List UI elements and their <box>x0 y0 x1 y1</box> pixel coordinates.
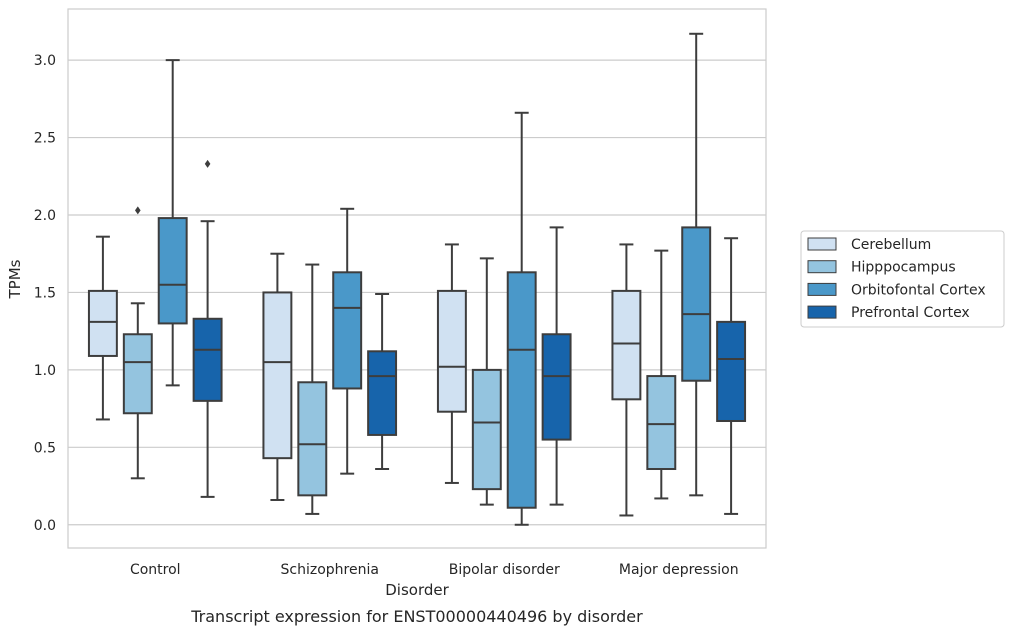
box-body <box>471 368 502 491</box>
box-body <box>716 320 747 422</box>
box-2-2 <box>506 111 537 526</box>
box-0-3 <box>611 243 642 517</box>
box-0-2 <box>436 243 467 484</box>
box-3-1 <box>367 292 398 471</box>
box-3-2 <box>541 226 572 506</box>
legend-label-1: Hipppocampus <box>851 260 956 276</box>
box-body <box>297 381 328 497</box>
y-tick-label-4: 2.0 <box>34 208 56 224</box>
x-tick-label-2: Bipolar disorder <box>449 562 560 578</box>
box-body <box>681 226 712 382</box>
box-body <box>262 291 293 460</box>
box-body <box>192 317 223 402</box>
box-body <box>541 333 572 441</box>
y-tick-label-0: 0.0 <box>34 518 56 534</box>
legend-label-3: Prefrontal Cortex <box>851 305 970 321</box>
y-axis-label: TPMs <box>6 259 24 299</box>
box-body <box>157 217 188 325</box>
legend-swatch-1 <box>807 260 837 274</box>
y-tick-label-5: 2.5 <box>34 131 56 147</box>
legend-frame <box>800 230 1005 328</box>
x-tick-label-0: Control <box>130 562 181 578</box>
y-tick-label-2: 1.0 <box>34 363 56 379</box>
legend: Cerebellum Hipppocampus Orbitofontal Corte… <box>800 230 1005 328</box>
y-tick-label-3: 1.5 <box>34 285 56 301</box>
legend-label-0: Cerebellum <box>851 237 931 253</box>
box-body <box>646 375 677 471</box>
box-3-0 <box>192 159 223 498</box>
legend-swatch-0 <box>807 237 837 251</box>
x-tick-label-3: Major depression <box>619 562 739 578</box>
box-body <box>87 289 118 357</box>
box-0-0 <box>87 235 118 421</box>
outlier-point-0 <box>135 206 141 215</box>
box-body <box>506 271 537 509</box>
legend-swatch-3 <box>807 305 837 319</box>
x-axis-label: Disorder <box>385 581 449 599</box>
y-axis-ticks: 0.0 0.5 1.0 1.5 2.0 2.5 3.0 <box>34 53 56 534</box>
legend-label-2: Orbitofontal Cortex <box>851 282 986 298</box>
box-2-1 <box>332 207 363 475</box>
x-tick-label-1: Schizophrenia <box>281 562 379 578</box>
box-2-0 <box>157 59 188 387</box>
box-body <box>367 350 398 436</box>
y-tick-label-1: 0.5 <box>34 440 56 456</box>
box-body <box>332 271 363 390</box>
box-3-3 <box>716 237 747 515</box>
box-body <box>122 333 153 415</box>
plot-area <box>67 8 767 549</box>
y-tick-label-6: 3.0 <box>34 53 56 69</box>
box-0-1 <box>262 252 293 501</box>
box-body <box>611 289 642 401</box>
box-1-3 <box>646 249 677 500</box>
box-1-2 <box>471 257 502 506</box>
box-body <box>436 289 467 413</box>
outlier-point-0 <box>204 159 211 168</box>
boxes <box>87 32 747 526</box>
chart-caption: Transcript expression for ENST0000044049… <box>190 607 643 626</box>
box-1-1 <box>297 263 328 515</box>
box-1-0 <box>122 206 153 480</box>
box-2-3 <box>681 32 712 497</box>
x-axis-ticks: Control Schizophrenia Bipolar disorder Majo… <box>130 562 739 578</box>
legend-swatch-2 <box>807 282 837 296</box>
